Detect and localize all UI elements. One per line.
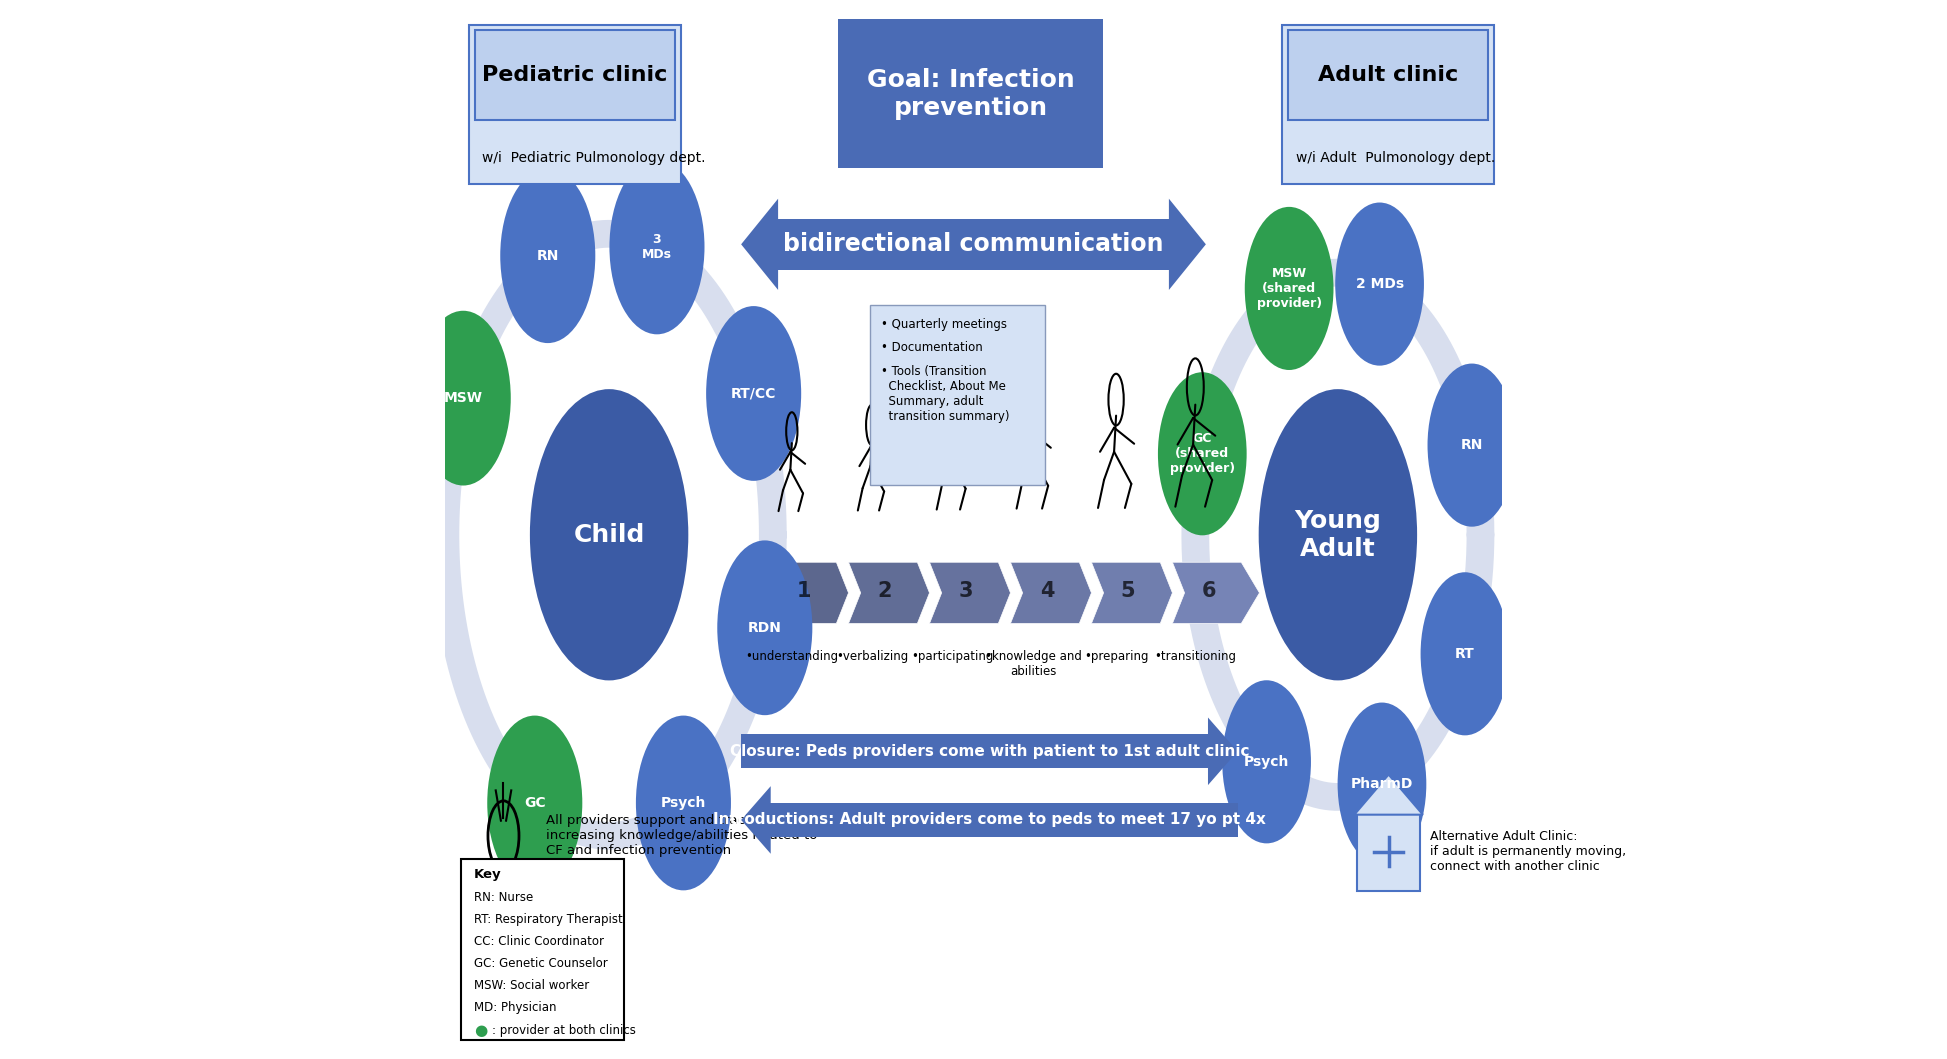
Text: Alternative Adult Clinic:
if adult is permanently moving,
connect with another c: Alternative Adult Clinic: if adult is pe…: [1431, 830, 1626, 874]
Polygon shape: [1092, 562, 1172, 624]
Ellipse shape: [1158, 372, 1246, 536]
Text: Young
Adult: Young Adult: [1295, 509, 1380, 560]
Ellipse shape: [637, 716, 730, 891]
Text: w/i Adult  Pulmonology dept.: w/i Adult Pulmonology dept.: [1295, 150, 1495, 165]
FancyBboxPatch shape: [1289, 30, 1488, 121]
Ellipse shape: [417, 310, 510, 485]
Ellipse shape: [1427, 363, 1517, 526]
Text: 5: 5: [1121, 580, 1135, 600]
Ellipse shape: [500, 168, 596, 343]
Polygon shape: [1207, 718, 1238, 785]
Text: • Quarterly meetings: • Quarterly meetings: [880, 319, 1007, 331]
Text: Goal: Infection
prevention: Goal: Infection prevention: [866, 68, 1075, 120]
Ellipse shape: [716, 540, 812, 715]
Text: RN: RN: [537, 249, 559, 263]
Text: Child: Child: [574, 523, 644, 546]
Ellipse shape: [1258, 389, 1417, 681]
Text: •preparing: •preparing: [1084, 650, 1149, 663]
Text: MD: Physician: MD: Physician: [473, 1002, 557, 1015]
FancyBboxPatch shape: [469, 24, 681, 184]
Ellipse shape: [609, 160, 705, 335]
FancyBboxPatch shape: [1281, 24, 1493, 184]
Polygon shape: [767, 562, 849, 624]
Text: 2 MDs: 2 MDs: [1355, 277, 1404, 291]
Ellipse shape: [1223, 680, 1310, 843]
Polygon shape: [742, 199, 779, 290]
Ellipse shape: [1338, 702, 1427, 865]
Text: MSW: Social worker: MSW: Social worker: [473, 980, 590, 992]
Ellipse shape: [1244, 207, 1334, 370]
Text: Adult clinic: Adult clinic: [1318, 66, 1458, 85]
Text: RT: Respiratory Therapist: RT: Respiratory Therapist: [473, 913, 623, 926]
Text: : provider at both clinics: : provider at both clinics: [493, 1024, 637, 1037]
FancyBboxPatch shape: [839, 19, 1104, 168]
Text: 3
MDs: 3 MDs: [643, 233, 672, 261]
Text: GC: Genetic Counselor: GC: Genetic Counselor: [473, 957, 607, 970]
FancyBboxPatch shape: [1357, 812, 1419, 891]
Text: CC: Clinic Coordinator: CC: Clinic Coordinator: [473, 935, 604, 948]
Text: • Tools (Transition
  Checklist, About Me
  Summary, adult
  transition summary): • Tools (Transition Checklist, About Me …: [880, 364, 1009, 423]
Polygon shape: [1010, 562, 1092, 624]
Text: Key: Key: [473, 868, 502, 881]
Text: PharmD: PharmD: [1351, 777, 1414, 791]
Polygon shape: [767, 219, 1180, 270]
Text: All providers support and track child's
increasing knowledge/abilities related t: All providers support and track child's …: [545, 814, 818, 858]
Polygon shape: [765, 803, 1238, 837]
Polygon shape: [1168, 199, 1205, 290]
Text: ●: ●: [473, 1023, 487, 1038]
Ellipse shape: [1421, 572, 1509, 735]
Text: Psych: Psych: [660, 796, 707, 810]
Text: GC: GC: [524, 796, 545, 810]
Text: MSW
(shared
provider): MSW (shared provider): [1256, 267, 1322, 310]
Polygon shape: [742, 734, 1215, 768]
Text: RT/CC: RT/CC: [730, 387, 777, 400]
Polygon shape: [849, 562, 929, 624]
Ellipse shape: [707, 306, 800, 481]
Text: •understanding: •understanding: [746, 650, 839, 663]
Ellipse shape: [487, 716, 582, 891]
Polygon shape: [1172, 562, 1260, 624]
FancyBboxPatch shape: [475, 30, 674, 121]
Polygon shape: [929, 562, 1010, 624]
Polygon shape: [1355, 774, 1423, 814]
Text: bidirectional communication: bidirectional communication: [783, 232, 1164, 256]
Text: w/i  Pediatric Pulmonology dept.: w/i Pediatric Pulmonology dept.: [483, 150, 707, 165]
Text: Pediatric clinic: Pediatric clinic: [483, 66, 668, 85]
Text: GC
(shared
provider): GC (shared provider): [1170, 432, 1234, 475]
FancyBboxPatch shape: [461, 859, 623, 1040]
Text: 6: 6: [1201, 580, 1217, 600]
Text: RT: RT: [1454, 647, 1474, 661]
Text: 3: 3: [958, 580, 974, 600]
Text: Introductions: Adult providers come to peds to meet 17 yo pt 4x: Introductions: Adult providers come to p…: [713, 812, 1266, 827]
Text: 4: 4: [1040, 580, 1053, 600]
FancyBboxPatch shape: [870, 305, 1046, 485]
Text: •transitioning: •transitioning: [1155, 650, 1236, 663]
Polygon shape: [742, 786, 771, 854]
Text: 2: 2: [878, 580, 892, 600]
Text: RDN: RDN: [748, 621, 783, 634]
Text: RN: RN: [1460, 438, 1484, 452]
Text: Psych: Psych: [1244, 755, 1289, 769]
Text: •knowledge and
abilities: •knowledge and abilities: [985, 650, 1083, 678]
Text: • Documentation: • Documentation: [880, 341, 983, 355]
Text: •participating: •participating: [911, 650, 993, 663]
Text: MSW: MSW: [444, 391, 483, 406]
Text: 1: 1: [796, 580, 812, 600]
Ellipse shape: [1336, 202, 1423, 365]
Text: RN: Nurse: RN: Nurse: [473, 891, 533, 903]
Text: •verbalizing: •verbalizing: [835, 650, 907, 663]
Ellipse shape: [530, 389, 689, 681]
Text: Closure: Peds providers come with patient to 1st adult clinic: Closure: Peds providers come with patien…: [730, 743, 1250, 759]
